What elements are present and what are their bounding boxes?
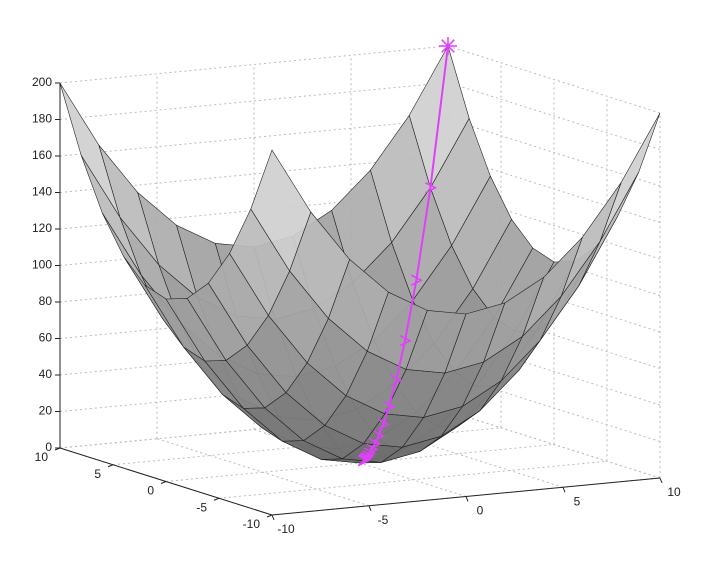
y-tick-label: 10 [35,450,49,464]
tick-mark [107,464,114,468]
tick-mark [54,447,61,451]
z-tick-label: 200 [32,75,52,89]
tick-mark [465,496,469,502]
tick-mark [562,487,566,493]
path-marker [439,37,457,55]
grid-line [447,82,661,150]
surface-patch [250,149,312,272]
tick-mark [160,481,167,484]
surface-patch [599,112,661,242]
z-tick-label: 20 [39,404,53,418]
x-tick-label: -5 [378,513,389,527]
tick-mark [368,505,372,511]
axis-line [271,477,661,516]
x-tick-label: 10 [667,485,681,499]
z-tick-label: 60 [39,331,53,345]
tick-mark [266,514,273,518]
tick-mark [271,514,275,521]
tick-mark [213,497,220,501]
grid-line [447,45,661,114]
path-marker [390,374,403,386]
x-tick-label: -10 [277,522,295,536]
z-tick-label: 180 [32,112,52,126]
y-tick-label: 5 [94,467,101,481]
path-marker [366,443,379,456]
tick-mark [659,477,663,484]
z-tick-label: 160 [32,148,52,162]
surface-patch [59,82,121,218]
z-tick-label: 100 [32,258,52,272]
path-marker [377,418,390,430]
grid-line [156,438,370,507]
path-marker [383,400,396,413]
axis-line [59,447,273,516]
z-tick-label: 120 [32,221,52,235]
surface-patch [578,171,640,286]
y-tick-label: 0 [147,484,154,498]
path-marker [410,274,423,286]
y-tick-label: -5 [196,500,207,514]
z-tick-label: 80 [39,294,53,308]
y-tick-label: -10 [243,517,261,531]
z-tick-label: 0 [45,440,52,454]
surface-patch [560,182,622,297]
z-tick-label: 40 [39,367,53,381]
z-tick-label: 140 [32,185,52,199]
path-marker [357,455,370,467]
path-marker [399,335,412,347]
x-tick-label: 0 [477,504,484,518]
path-marker [373,430,386,442]
path-marker [425,182,438,194]
x-tick-label: 5 [574,494,581,508]
